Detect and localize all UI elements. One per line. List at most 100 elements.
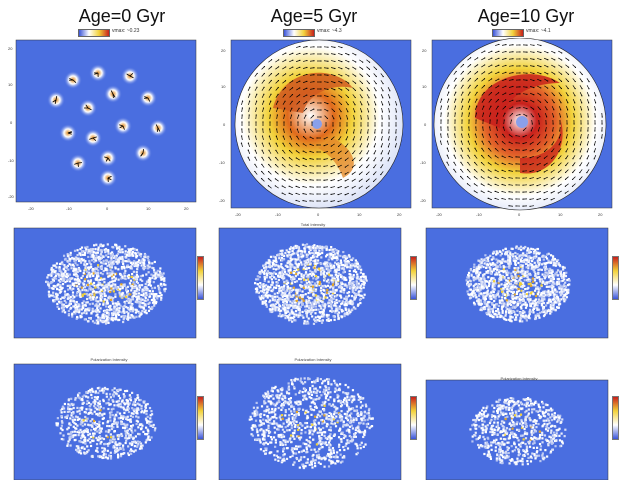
speckle-pixel xyxy=(335,258,339,262)
speckle-pixel xyxy=(53,299,56,303)
arrow-head xyxy=(316,165,318,167)
speckle-pixel xyxy=(308,247,311,250)
arrow-head xyxy=(323,158,325,160)
arrow-head xyxy=(268,135,271,137)
speckle-pixel xyxy=(300,255,303,258)
arrow-head xyxy=(295,157,297,159)
speckle-pixel xyxy=(136,289,139,292)
speckle-pixel xyxy=(147,302,150,306)
arrow-head xyxy=(320,60,322,62)
speckle-pixel xyxy=(163,283,166,286)
arrow-head xyxy=(337,159,339,161)
arrow xyxy=(296,108,300,112)
arrow-head xyxy=(536,184,538,187)
speckle-pixel xyxy=(311,272,315,276)
speckle-pixel xyxy=(145,299,148,303)
speckle-pixel xyxy=(127,301,130,304)
speckle-pixel xyxy=(67,309,70,313)
arrow-head xyxy=(358,187,360,189)
arrow-head xyxy=(316,179,318,181)
arrow-head xyxy=(302,164,304,166)
speckle-pixel xyxy=(130,314,133,317)
speckle-pixel xyxy=(77,282,81,286)
arrow-head xyxy=(460,168,462,171)
arrow-head xyxy=(446,154,448,156)
arrow xyxy=(558,162,562,166)
speckle-pixel xyxy=(285,300,289,303)
speckle-pixel xyxy=(477,277,480,280)
arrow xyxy=(551,155,555,159)
speckle-pixel xyxy=(133,283,136,286)
speckle-pixel xyxy=(68,294,71,297)
speckle-pixel xyxy=(67,297,70,300)
arrow xyxy=(447,133,449,139)
speckle-pixel xyxy=(350,266,353,269)
speckle-pixel xyxy=(105,311,109,315)
arrow-head xyxy=(467,154,469,156)
speckle-pixel xyxy=(329,304,333,307)
arrow-head xyxy=(334,74,336,77)
arrow xyxy=(580,112,582,118)
speckle-pixel xyxy=(288,290,291,293)
arrow xyxy=(330,81,336,83)
arrow-head xyxy=(473,169,476,171)
arrow-head xyxy=(254,170,256,173)
arrow xyxy=(338,87,342,91)
speckle-pixel xyxy=(351,257,355,260)
arrow-head xyxy=(574,80,576,83)
speckle-pixel xyxy=(272,303,275,306)
arrow xyxy=(501,51,507,53)
arrow xyxy=(255,142,257,148)
speckle-pixel xyxy=(312,287,315,290)
colorbar-label-age-0: vmax: ~0.23 xyxy=(112,28,140,34)
arrow-head xyxy=(323,151,325,154)
speckle-pixel xyxy=(52,284,55,288)
speckle-pixel xyxy=(100,250,103,253)
arrow-head xyxy=(559,116,562,118)
speckle-pixel xyxy=(116,312,119,315)
arrow-head xyxy=(340,103,343,106)
speckle-pixel xyxy=(69,284,72,287)
speckle-pixel xyxy=(309,272,312,276)
speckle-pixel xyxy=(292,305,295,308)
arrow-head xyxy=(551,144,553,146)
speckle-pixel xyxy=(152,300,156,303)
speckle-pixel xyxy=(312,318,316,321)
arrow-head xyxy=(564,178,567,180)
speckle-pixel xyxy=(327,268,330,271)
speckle-pixel xyxy=(335,271,338,274)
speckle-pixel xyxy=(289,290,293,293)
speckle-pixel xyxy=(354,307,357,310)
arrow xyxy=(395,135,397,141)
speckle-pixel xyxy=(465,279,468,282)
speckle-pixel xyxy=(148,292,151,296)
speckle-pixel xyxy=(93,291,96,294)
speckle-pixel xyxy=(348,262,351,265)
arrow-head xyxy=(522,184,524,186)
speckle-pixel xyxy=(354,293,357,296)
speckle-pixel xyxy=(536,301,540,304)
arrow xyxy=(261,143,265,147)
speckle-pixel xyxy=(325,319,329,322)
arrow-head xyxy=(519,44,521,46)
speckle-pixel xyxy=(548,309,552,312)
speckle-pixel xyxy=(122,262,125,266)
arrow-head xyxy=(526,58,528,60)
arrow-head xyxy=(325,125,327,127)
speckle-pixel xyxy=(289,259,293,262)
speckle-pixel xyxy=(332,250,335,254)
arrow-head xyxy=(368,104,370,106)
arrow-head xyxy=(540,94,542,96)
speckle-pixel xyxy=(121,248,124,251)
speckle-pixel xyxy=(63,290,67,293)
speckle-pixel xyxy=(112,297,115,300)
speckle-pixel xyxy=(83,286,87,289)
speckle-pixel xyxy=(330,252,333,255)
intensity-panel-age-5 xyxy=(218,227,402,339)
speckle-pixel xyxy=(123,267,126,270)
arrow xyxy=(339,114,341,120)
speckle-pixel xyxy=(268,300,271,304)
arrow xyxy=(303,108,307,112)
speckle-pixel xyxy=(114,312,118,316)
speckle-pixel xyxy=(52,287,55,290)
